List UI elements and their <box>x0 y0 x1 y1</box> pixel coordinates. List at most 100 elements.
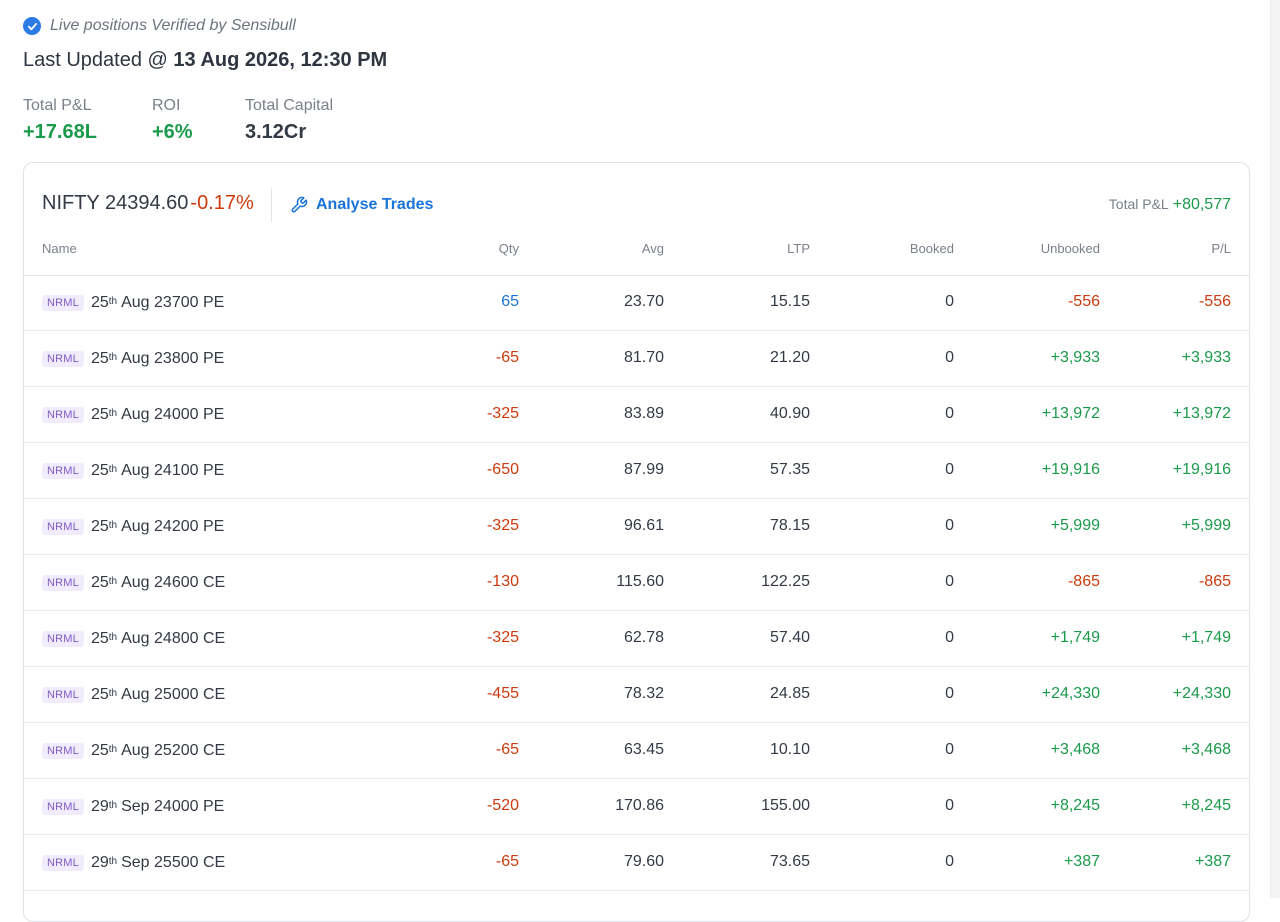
day-suffix: th <box>108 295 118 307</box>
table-header: Name Qty Avg LTP Booked Unbooked P/L <box>24 239 1249 276</box>
divider <box>271 188 272 222</box>
expiry-day: 25 <box>90 406 109 423</box>
column-header-ltp: LTP <box>787 241 810 256</box>
ltp-cell: 21.20 <box>769 349 810 366</box>
index-symbol: NIFTY <box>42 192 100 214</box>
index-change: -0.17% <box>190 192 254 214</box>
pl-cell: -865 <box>1198 573 1231 590</box>
wrench-icon <box>291 196 308 213</box>
qty-cell: -325 <box>486 517 519 534</box>
expiry-day: 25 <box>90 686 109 703</box>
avg-cell: 87.99 <box>623 461 664 478</box>
booked-cell: 0 <box>945 461 954 478</box>
instrument-label: Aug 24000 PE <box>121 406 225 423</box>
instrument-label: Aug 25000 CE <box>121 686 226 703</box>
last-updated-datetime: 13 Aug 2026, 12:30 PM <box>173 49 388 71</box>
avg-cell: 170.86 <box>615 797 664 814</box>
pl-cell: +5,999 <box>1181 517 1231 534</box>
day-suffix: th <box>108 687 118 699</box>
pl-cell: +24,330 <box>1172 685 1231 702</box>
product-badge: NRML <box>42 799 84 815</box>
instrument-label: Aug 23800 PE <box>121 350 225 367</box>
expiry-day: 25 <box>90 574 109 591</box>
last-updated: Last Updated @ 13 Aug 2026, 12:30 PM <box>23 49 387 72</box>
booked-cell: 0 <box>945 293 954 310</box>
unbooked-cell: +3,468 <box>1050 741 1100 758</box>
qty-cell: -65 <box>495 349 519 366</box>
unbooked-cell: +19,916 <box>1041 461 1100 478</box>
day-suffix: th <box>108 743 118 755</box>
ltp-cell: 78.15 <box>769 517 810 534</box>
pl-cell: +387 <box>1194 853 1231 870</box>
analyse-trades-button[interactable]: Analyse Trades <box>290 196 433 214</box>
column-header-qty: Qty <box>498 241 519 256</box>
last-updated-prefix: Last Updated @ <box>23 49 174 71</box>
card-total-pnl: Total P&L +80,577 <box>1109 196 1231 214</box>
expiry-day: 25 <box>90 350 109 367</box>
product-badge: NRML <box>42 519 84 535</box>
instrument-label: Aug 24100 PE <box>121 462 225 479</box>
day-suffix: th <box>108 575 118 587</box>
expiry-day: 25 <box>90 630 109 647</box>
product-badge: NRML <box>42 575 84 591</box>
product-badge: NRML <box>42 295 84 311</box>
qty-cell: -455 <box>486 685 519 702</box>
product-badge: NRML <box>42 463 84 479</box>
index-quote: NIFTY 24394.60 -0.17% <box>42 192 254 215</box>
booked-cell: 0 <box>945 853 954 870</box>
stat-roi: ROI +6% <box>152 97 193 144</box>
day-suffix: th <box>108 799 118 811</box>
instrument-label: Aug 25200 CE <box>121 742 226 759</box>
booked-cell: 0 <box>945 797 954 814</box>
day-suffix: th <box>108 351 118 363</box>
expiry-day: 29 <box>90 798 109 815</box>
unbooked-cell: +8,245 <box>1050 797 1100 814</box>
instrument-label: Sep 25500 CE <box>121 854 226 871</box>
avg-cell: 78.32 <box>623 685 664 702</box>
avg-cell: 96.61 <box>623 517 664 534</box>
avg-cell: 115.60 <box>616 573 664 590</box>
stat-roi-label: ROI <box>152 97 181 114</box>
stat-total-pnl: Total P&L +17.68L <box>23 97 97 144</box>
avg-cell: 62.78 <box>623 629 664 646</box>
scrollbar[interactable] <box>1270 0 1280 898</box>
instrument-label: Aug 23700 PE <box>121 294 225 311</box>
booked-cell: 0 <box>945 741 954 758</box>
qty-cell: -650 <box>486 461 519 478</box>
expiry-day: 25 <box>90 462 109 479</box>
avg-cell: 23.70 <box>623 293 664 310</box>
booked-cell: 0 <box>945 349 954 366</box>
unbooked-cell: +13,972 <box>1041 405 1100 422</box>
ltp-cell: 24.85 <box>769 685 810 702</box>
pl-cell: -556 <box>1198 293 1231 310</box>
pl-cell: +19,916 <box>1172 461 1231 478</box>
product-badge: NRML <box>42 855 84 871</box>
analyse-trades-label: Analyse Trades <box>316 196 434 213</box>
instrument-label: Aug 24200 PE <box>121 518 225 535</box>
qty-cell: -325 <box>486 405 519 422</box>
avg-cell: 63.45 <box>623 741 664 758</box>
stat-total-pnl-value: +17.68L <box>23 121 97 143</box>
